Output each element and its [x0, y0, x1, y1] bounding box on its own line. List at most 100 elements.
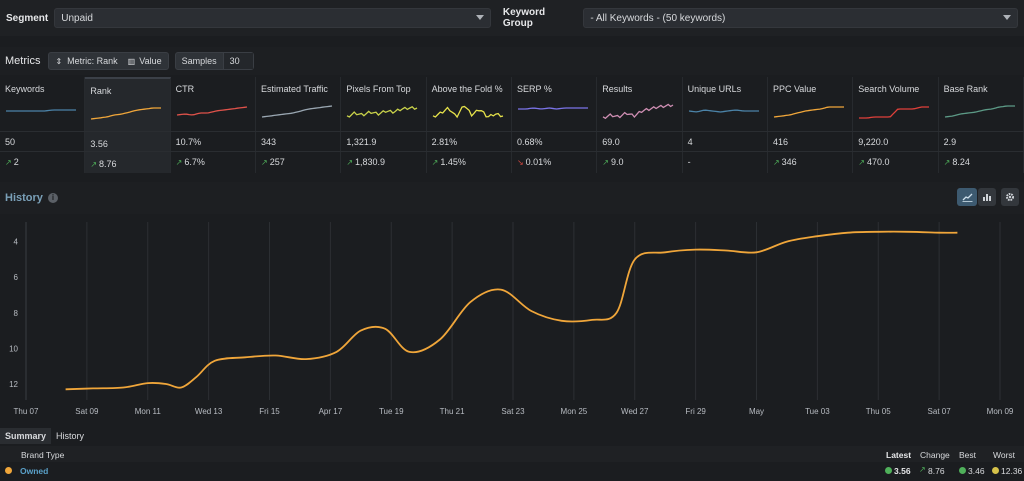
- segment-label: Segment: [6, 12, 49, 24]
- segment-select[interactable]: Unpaid: [54, 8, 491, 28]
- sparkline: [6, 109, 76, 112]
- metric-column[interactable]: Keywords 50 ↗ 2: [0, 77, 86, 173]
- metric-column[interactable]: CTR 10.7% ↗ 6.7%: [171, 77, 256, 173]
- metric-name: PPC Value: [772, 84, 817, 94]
- sparkline: [517, 107, 588, 110]
- metric-change: ↗ 8.24: [944, 157, 970, 167]
- metric-name: Results: [602, 84, 633, 94]
- metric-column[interactable]: Pixels From Top 1,321.9 ↗ 1,830.9: [341, 77, 427, 173]
- x-tick-label: Apr 17: [319, 407, 343, 416]
- metric-column[interactable]: Above the Fold % 2.81% ↗ 1.45%: [427, 77, 512, 173]
- metrics-title: Metrics: [5, 55, 41, 67]
- row-worst: 12.36: [1001, 466, 1023, 476]
- tab-summary[interactable]: Summary: [0, 428, 52, 444]
- metric-change-value: 8.24: [952, 157, 970, 167]
- table-row[interactable]: Owned 3.56 ↗ 8.76 3.46 12.36: [0, 463, 1024, 479]
- sparkline-line: [91, 107, 162, 120]
- sparkline-line: [602, 103, 674, 120]
- x-tick-label: Thu 05: [866, 407, 891, 416]
- metric-change-value: 8.76: [99, 159, 117, 169]
- metric-column[interactable]: Search Volume 9,220.0 ↗ 470.0: [853, 77, 939, 173]
- metric-name: Estimated Traffic: [260, 84, 328, 94]
- trend-up-icon: ↗: [858, 158, 865, 167]
- metric-change: ↗ 257: [261, 157, 285, 167]
- metric-change: ↗ 9.0: [602, 157, 623, 167]
- metric-change-value: 0.01%: [525, 157, 552, 167]
- trend-up-icon: ↗: [90, 160, 98, 169]
- best-dot: [959, 467, 966, 474]
- sparkline: [91, 107, 162, 120]
- col-brand-type: Brand Type: [21, 450, 65, 460]
- metric-value: 3.56: [90, 139, 108, 149]
- info-icon[interactable]: i: [48, 193, 58, 203]
- metric-toggle[interactable]: ⇕ Metric: Rank ▥ Value: [48, 52, 169, 70]
- metric-name: Base Rank: [943, 84, 988, 94]
- sparkline-line: [432, 105, 503, 119]
- metric-change-value: 1,830.9: [355, 157, 386, 167]
- samples-value[interactable]: 30: [222, 53, 253, 69]
- history-header: History i: [0, 182, 1024, 214]
- sparkline: [688, 109, 759, 113]
- metric-column[interactable]: PPC Value 416 ↗ 346: [768, 77, 854, 173]
- chevron-down-icon: [475, 15, 484, 20]
- row-owned-link[interactable]: Owned: [20, 466, 49, 476]
- x-tick-label: Fri 29: [685, 407, 706, 416]
- x-tick-label: Mon 11: [135, 407, 162, 416]
- metric-change-value: 2: [13, 157, 19, 167]
- metric-change: ↗ 346: [773, 157, 797, 167]
- x-tick-label: Mon 09: [987, 407, 1014, 416]
- sparkline: [176, 106, 247, 116]
- metrics-header: Metrics ⇕ Metric: Rank ▥ Value Samples 3…: [0, 47, 1024, 75]
- sparkline-line: [176, 106, 247, 116]
- metric-column[interactable]: Estimated Traffic 343 ↗ 257: [256, 77, 342, 173]
- sparkline: [432, 105, 503, 119]
- col-worst: Worst: [993, 450, 1016, 460]
- metric-change: ↗ 1,830.9: [346, 157, 385, 167]
- trend-up-icon: ↗: [943, 158, 951, 167]
- value-label: Value: [139, 56, 162, 66]
- row-latest: 3.56: [894, 466, 911, 476]
- metric-column[interactable]: Unique URLs 4 -: [683, 77, 768, 173]
- x-tick-label: Thu 07: [14, 407, 39, 416]
- sparkline-line: [517, 107, 588, 110]
- metric-name: Above the Fold %: [431, 84, 503, 94]
- tab-history[interactable]: History: [56, 431, 85, 441]
- keyword-group-select[interactable]: - All Keywords - (50 keywords): [583, 8, 1018, 28]
- metric-change: -: [688, 157, 691, 167]
- sparkline: [261, 105, 333, 118]
- x-tick-label: Wed 13: [195, 407, 223, 416]
- trend-up-icon: ↗: [346, 158, 354, 167]
- history-chart[interactable]: Thu 07 Sat 09 Mon 11 Wed 13 Fri 15 Apr 17 Tue …: [0, 214, 1024, 424]
- metric-rank-label: Metric: Rank: [67, 56, 118, 66]
- segment-value: Unpaid: [61, 12, 93, 24]
- trend-up-icon: ↗: [5, 158, 12, 167]
- keyword-group-label: Keyword Group: [502, 7, 546, 29]
- col-change: Change: [920, 450, 950, 460]
- gear-icon: [1006, 193, 1014, 201]
- metric-change-value: 470.0: [866, 157, 890, 167]
- line-chart-button[interactable]: [957, 188, 977, 206]
- sparkline-line: [688, 109, 759, 113]
- samples-control[interactable]: Samples 30: [174, 52, 254, 70]
- keyword-group-value: - All Keywords - (50 keywords): [590, 12, 726, 24]
- bar-chart-button[interactable]: [978, 188, 996, 206]
- settings-button[interactable]: [1001, 188, 1019, 206]
- series-line-owned[interactable]: [65, 230, 958, 391]
- metric-change-value: 257: [269, 157, 285, 167]
- history-title: History: [5, 192, 43, 204]
- bottom-tabs: Summary History: [0, 428, 1024, 444]
- col-latest: Latest: [886, 450, 912, 460]
- metric-change: ↘ 0.01%: [517, 157, 551, 167]
- metric-column[interactable]: SERP % 0.68% ↘ 0.01%: [512, 77, 598, 173]
- metric-column[interactable]: Results 69.0 ↗ 9.0: [597, 77, 683, 173]
- trend-up-icon: ↗: [260, 158, 268, 167]
- metric-column[interactable]: Base Rank 2.9 ↗ 8.24: [939, 77, 1024, 173]
- metric-name: CTR: [175, 84, 195, 94]
- x-tick-label: Tue 03: [805, 407, 830, 416]
- x-tick-label: Fri 15: [259, 407, 280, 416]
- metric-value: 9,220.0: [858, 137, 889, 147]
- y-tick-label: 10: [9, 344, 18, 353]
- x-tick-label: Sat 23: [501, 407, 525, 416]
- sparkline: [944, 105, 1015, 118]
- metric-column[interactable]: Rank 3.56 ↗ 8.76: [85, 77, 171, 173]
